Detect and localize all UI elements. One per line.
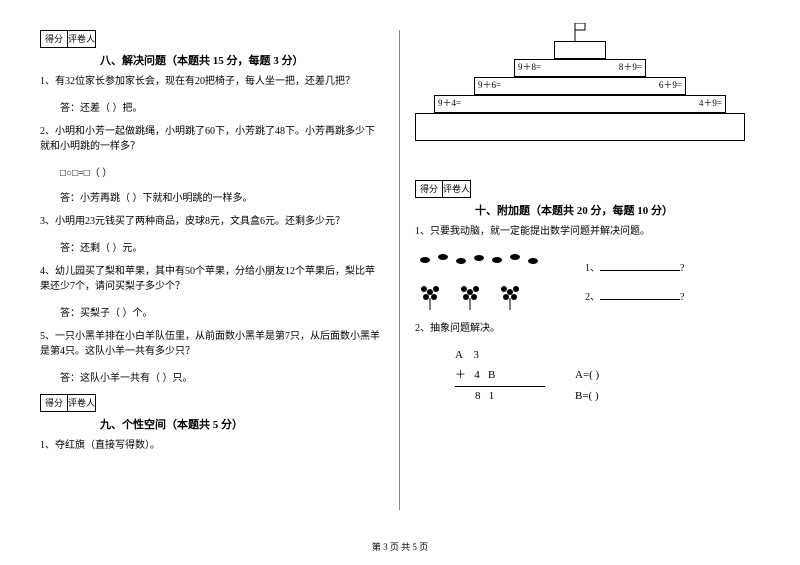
pyramid-diagram: 9＋8= 8＋9= 9＋6= 6＋9= 9＋4= 4＋9= [415, 35, 745, 155]
blank-2-label: 2、 [585, 292, 600, 303]
pyramid-base [415, 113, 745, 141]
a8-3: 答：还剩（ ）元。 [60, 239, 384, 254]
q10-2: 2、抽象问题解决。 [415, 321, 760, 336]
score-label: 得分 [40, 394, 68, 412]
grader-label: 评卷人 [443, 180, 471, 198]
pyramid-step-3: 9＋4= 4＋9= [434, 95, 726, 113]
grader-label: 评卷人 [68, 394, 96, 412]
q9-1: 1、夺红旗（直接写得数）。 [40, 438, 384, 453]
a8-2-box: □○□=□（ ） [60, 164, 384, 179]
score-box-9: 得分 评卷人 [40, 394, 384, 412]
q8-4: 4、幼儿园买了梨和苹果，其中有50个苹果，分给小朋友12个苹果后，梨比苹果还少7… [40, 264, 384, 294]
bees-icon [415, 249, 545, 271]
p1-left: 9＋8= [518, 60, 541, 76]
q8-1: 1、有32位家长参加家长会，现在有20把椅子，每人坐一把，还差几把？ [40, 74, 384, 89]
math-r1: A 3 [455, 346, 545, 366]
score-label: 得分 [415, 180, 443, 198]
section-10-title: 十、附加题（本题共 20 分，每题 10 分） [475, 202, 760, 218]
grader-label: 评卷人 [68, 30, 96, 48]
section-9-title: 九、个性空间（本题共 5 分） [100, 416, 384, 432]
q8-5: 5、一只小黑羊排在小白羊队伍里，从前面数小黑羊是第7只，从后面数小黑羊是第4只。… [40, 329, 384, 359]
pyramid-step-2: 9＋6= 6＋9= [474, 77, 686, 95]
pyramid-step-1: 9＋8= 8＋9= [514, 59, 646, 77]
p3-right: 4＋9= [699, 96, 722, 112]
score-label: 得分 [40, 30, 68, 48]
math-r3: 8 1 [455, 387, 545, 407]
pyramid-top [554, 41, 606, 59]
blank-line [600, 290, 680, 300]
math-r2: ＋ 4 B [455, 366, 545, 387]
math-eqB: B=( ) [575, 387, 599, 407]
a8-5: 答：这队小羊一共有（ ）只。 [60, 369, 384, 384]
flowers-icon [415, 278, 545, 310]
score-box-10: 得分 评卷人 [415, 180, 760, 198]
blank-1-label: 1、 [585, 263, 600, 274]
p2-right: 6＋9= [659, 78, 682, 94]
math-eqA: A=( ) [575, 366, 599, 386]
p1-right: 8＋9= [619, 60, 642, 76]
p3-left: 9＋4= [438, 96, 461, 112]
section-8-title: 八、解决问题（本题共 15 分，每题 3 分） [100, 52, 384, 68]
a8-2: 答：小芳再跳（ ）下就和小明跳的一样多。 [60, 189, 384, 204]
bees-flowers-illustration: 1、? 2、? [415, 249, 760, 313]
math-problem: A 3 ＋ 4 B A=( ) 8 1 B=( ) [455, 346, 760, 406]
q10-1: 1、只要我动脑，就一定能提出数学问题并解决问题。 [415, 224, 760, 239]
q8-3: 3、小明用23元钱买了两种商品，皮球8元，文具盒6元。还剩多少元？ [40, 214, 384, 229]
page-footer: 第 3 页 共 5 页 [0, 540, 800, 553]
blank-line [600, 261, 680, 271]
a8-1: 答：还差（ ）把。 [60, 99, 384, 114]
score-box-8: 得分 评卷人 [40, 30, 384, 48]
p2-left: 9＋6= [478, 78, 501, 94]
a8-4: 答：买梨子（ ）个。 [60, 304, 384, 319]
q8-2: 2、小明和小芳一起做跳绳，小明跳了60下，小芳跳了48下。小芳再跳多少下就和小明… [40, 124, 384, 154]
flag-icon [572, 23, 588, 41]
